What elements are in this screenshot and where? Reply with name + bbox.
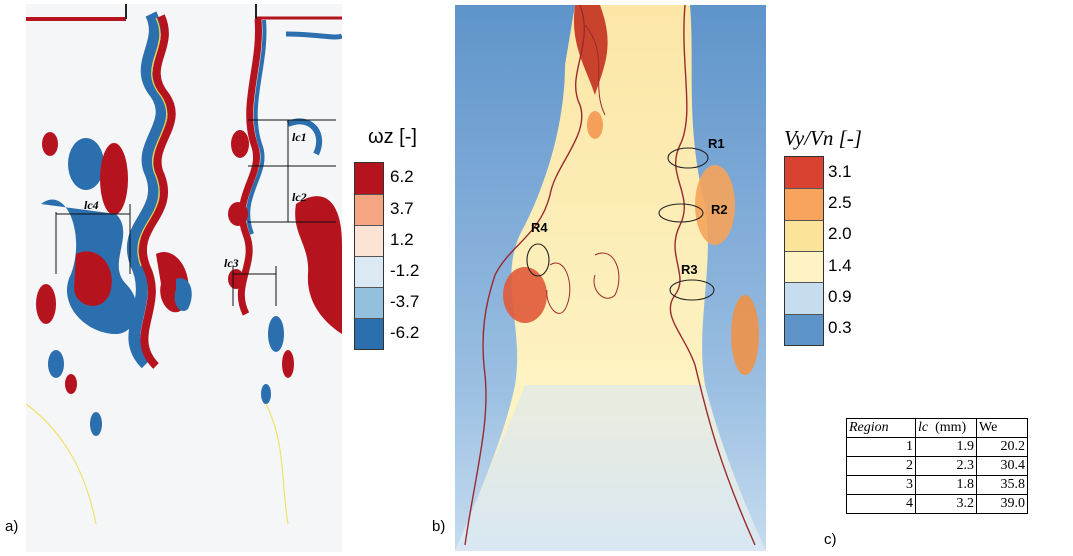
table-cell-region: 3: [846, 475, 916, 495]
region-label-r2: R2: [711, 202, 728, 217]
region-table-grid: Region lc (mm) We 1 1.9 20.2 2 2.3 30.4 3 1.8 35…: [846, 418, 1028, 514]
annotation-lc1: lc1: [292, 130, 307, 144]
table-row: 1 1.9 20.2: [846, 437, 1028, 457]
velocity-tick-label: 1.4: [828, 255, 852, 275]
velocity-divider: [785, 219, 823, 221]
velocity-divider: [785, 188, 823, 190]
velocity-tick-label: 0.9: [828, 287, 852, 306]
velocity-colorbar-title: Vy/Vn [-]: [784, 126, 862, 150]
velocity-tick-label: 3.1: [828, 161, 852, 181]
velocity-swatch: [785, 313, 823, 345]
velocity-field: [455, 5, 766, 551]
vorticity-tick-label: -1.2: [390, 260, 420, 280]
table-cell-lc: 1.8: [915, 475, 977, 495]
vorticity-swatch: [355, 163, 383, 194]
vorticity-divider: [355, 194, 383, 195]
table-cell-lc: 2.3: [915, 456, 977, 476]
vorticity-tick-label: 3.7: [390, 198, 414, 218]
panel-label-b: b): [432, 518, 446, 535]
velocity-colorbar-ticks: 3.1 2.5 2.0 1.4 0.9 0.3: [828, 156, 888, 344]
velocity-colorbar: Vy/Vn [-] 3.1 2.5 2.0 1.4 0.9 0.3: [784, 126, 894, 351]
velocity-swatch: [785, 157, 823, 189]
header-we: We: [976, 418, 1028, 438]
header-region: Region: [846, 418, 916, 438]
vorticity-colorbar-swatches: [354, 162, 384, 350]
vorticity-divider: [355, 318, 383, 319]
table-cell-we: 20.2: [976, 437, 1028, 457]
vorticity-tick-label: -3.7: [390, 291, 420, 311]
velocity-divider: [785, 282, 823, 284]
velocity-colorbar-swatches: [784, 156, 824, 346]
vorticity-tick-label: 1.2: [390, 229, 414, 249]
vorticity-swatch: [355, 256, 383, 287]
table-cell-we: 30.4: [976, 456, 1028, 476]
table-row: 4 3.2 39.0: [846, 494, 1028, 514]
annotation-lc2: lc2: [292, 190, 307, 204]
velocity-swatch: [785, 251, 823, 283]
region-label-r1: R1: [708, 136, 725, 151]
velocity-divider: [785, 251, 823, 252]
velocity-swatch: [785, 188, 823, 220]
panel-label-a: a): [5, 518, 19, 535]
vorticity-swatch: [355, 318, 383, 349]
region-label-r3: R3: [681, 262, 698, 277]
panel-label-c: c): [824, 531, 837, 548]
table-cell-we: 39.0: [976, 494, 1028, 514]
velocity-tick-label: 0.3: [828, 318, 852, 338]
velocity-swatch: [785, 219, 823, 251]
vorticity-plot: lc1 lc2 lc3 lc4: [26, 4, 342, 552]
header-lc-symbol: lc: [918, 420, 929, 435]
table-row: 3 1.8 35.8: [846, 475, 1028, 495]
table-row: 2 2.3 30.4: [846, 456, 1028, 476]
vorticity-divider: [355, 287, 383, 288]
table-cell-region: 2: [846, 456, 916, 476]
vorticity-swatch: [355, 225, 383, 256]
velocity-plot: R1 R2 R3 R4: [455, 5, 766, 551]
vorticity-colorbar-title: ωz [-]: [368, 126, 417, 148]
table-cell-region: 4: [846, 494, 916, 514]
velocity-swatch: [785, 282, 823, 314]
vorticity-swatch: [355, 287, 383, 318]
table-cell-lc: 3.2: [915, 494, 977, 514]
region-table: Region lc (mm) We 1 1.9 20.2 2 2.3 30.4 3 1.8 35…: [846, 418, 1028, 514]
vorticity-tick-label: -6.2: [390, 322, 420, 342]
velocity-tick-label: 2.0: [828, 224, 852, 244]
velocity-divider: [785, 313, 823, 315]
vorticity-divider: [355, 256, 383, 257]
table-cell-region: 1: [846, 437, 916, 457]
table-cell-we: 35.8: [976, 475, 1028, 495]
vorticity-swatch: [355, 194, 383, 225]
annotation-lc3: lc3: [224, 256, 239, 270]
region-label-r4: R4: [531, 220, 548, 235]
vorticity-divider: [355, 225, 383, 226]
table-header-row: Region lc (mm) We: [846, 418, 1028, 438]
header-lc-unit: (mm): [935, 420, 967, 435]
velocity-tick-label: 2.5: [828, 193, 852, 212]
annotation-lc4: lc4: [84, 198, 99, 212]
table-cell-lc: 1.9: [915, 437, 977, 457]
vorticity-tick-label: 6.2: [390, 167, 414, 187]
header-lc: lc (mm): [915, 418, 977, 438]
vorticity-colorbar: ωz [-] 6.2 3.7 1.2 -1.2 -3.7 -6.2: [354, 126, 454, 356]
vorticity-colorbar-ticks: 6.2 3.7 1.2 -1.2 -3.7 -6.2: [390, 162, 450, 348]
vorticity-field: [26, 4, 342, 552]
